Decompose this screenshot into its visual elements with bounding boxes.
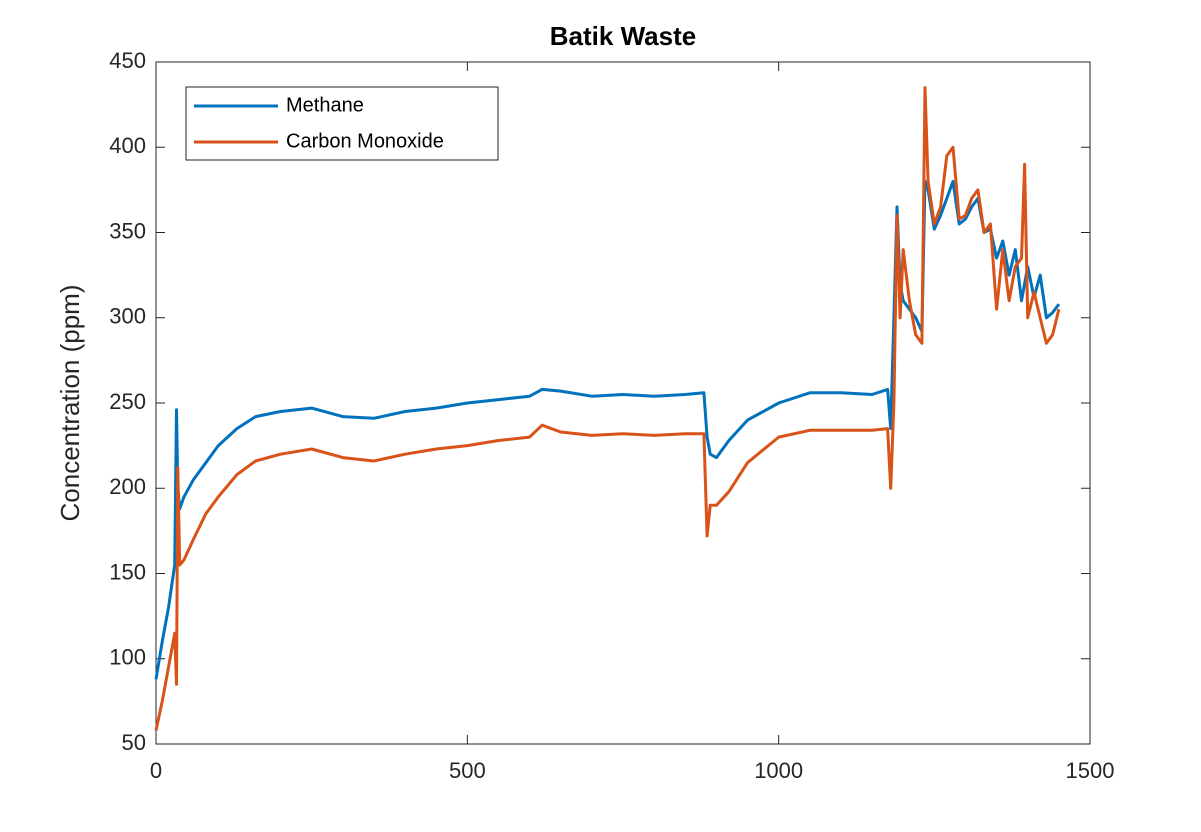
y-tick-label: 50 (122, 730, 146, 755)
chart-title: Batik Waste (550, 21, 696, 51)
x-tick-label: 1000 (754, 758, 803, 783)
legend-label: Methane (286, 94, 364, 116)
y-tick-label: 450 (109, 48, 146, 73)
y-tick-label: 150 (109, 559, 146, 584)
series-line (154, 86, 1061, 731)
y-tick-label: 350 (109, 218, 146, 243)
plot-frame (155, 61, 1091, 745)
x-tick-label: 0 (150, 758, 162, 783)
legend-label: Carbon Monoxide (286, 130, 444, 152)
y-tick-label: 200 (109, 474, 146, 499)
x-tick-label: 500 (449, 758, 486, 783)
y-tick-label: 100 (109, 645, 146, 670)
y-axis-label: Concentration (ppm) (55, 285, 85, 522)
y-tick-label: 250 (109, 389, 146, 414)
legend-box (185, 86, 499, 161)
y-tick-label: 400 (109, 133, 146, 158)
x-tick-label: 1500 (1066, 758, 1115, 783)
y-tick-label: 300 (109, 304, 146, 329)
